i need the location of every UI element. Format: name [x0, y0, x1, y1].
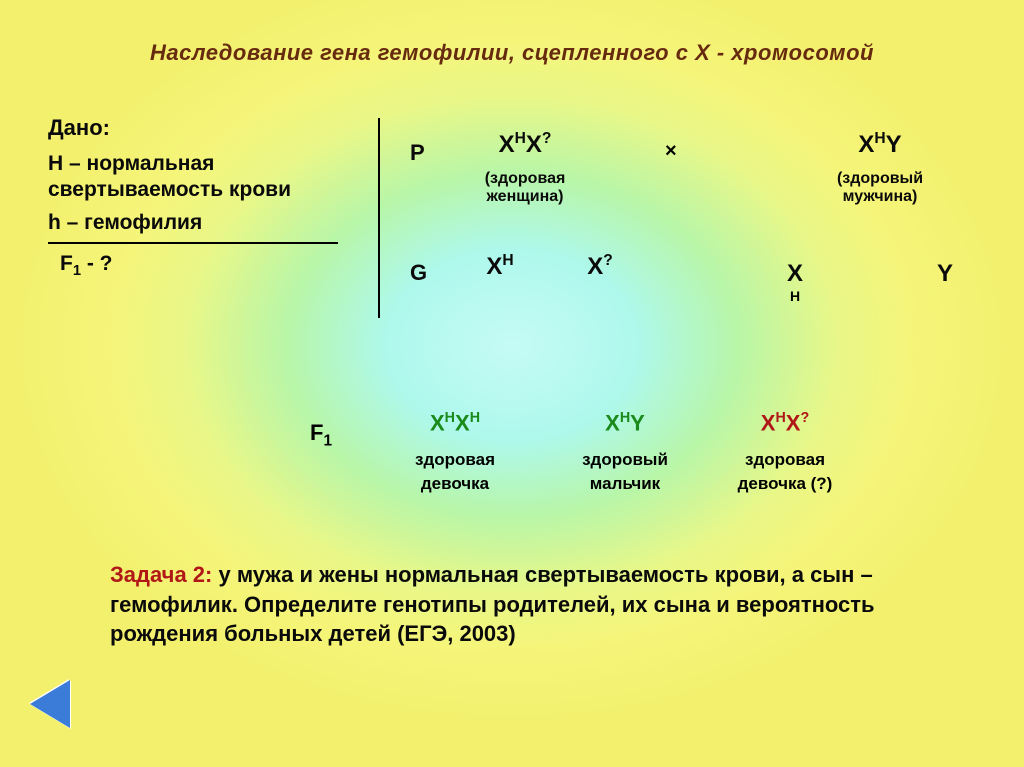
gamete-father-2: Y: [930, 260, 960, 288]
given-divider: [48, 242, 338, 244]
offspring-3-desc: здоровая девочка (?): [710, 448, 860, 496]
allele-H: H – нормальная свертываемость крови: [48, 151, 378, 204]
mother-genotype: XHX?: [470, 130, 580, 159]
gamete-father-1-sub: H: [790, 288, 800, 304]
prev-arrow-icon[interactable]: [30, 680, 70, 728]
allele-h: h – гемофилия: [48, 210, 378, 236]
offspring-1-genotype: XHXH: [380, 410, 530, 436]
mother-desc: (здоровая женщина): [460, 170, 590, 206]
slide-title: Наследование гена гемофилии, сцепленного…: [0, 40, 1024, 66]
father-genotype: XHY: [830, 130, 930, 159]
gamete-mother-1: XH: [470, 252, 530, 281]
task-label: Задача 2:: [110, 562, 212, 587]
offspring-1-desc: здоровая девочка: [380, 448, 530, 496]
f1-label: F1: [310, 420, 332, 450]
offspring-3-genotype: XHX?: [710, 410, 860, 436]
father-desc: (здоровый мужчина): [820, 170, 940, 206]
slide: Наследование гена гемофилии, сцепленного…: [0, 0, 1024, 767]
offspring-1: XHXH здоровая девочка: [380, 410, 530, 496]
offspring-3: XHX? здоровая девочка (?): [710, 410, 860, 496]
given-header: Дано:: [48, 115, 378, 141]
given-question: F1 - ?: [60, 252, 378, 279]
gamete-mother-2: X?: [570, 252, 630, 281]
task-text: Задача 2: у мужа и жены нормальная сверт…: [110, 560, 930, 649]
given-block: Дано: H – нормальная свертываемость кров…: [48, 115, 378, 279]
vertical-divider: [378, 118, 380, 318]
p-label: P: [410, 140, 425, 166]
task-body: у мужа и жены нормальная свертываемость …: [110, 562, 875, 646]
cross-times: ×: [665, 140, 677, 163]
gamete-father-1: X: [780, 260, 810, 288]
g-label: G: [410, 260, 427, 286]
offspring-2-genotype: XHY: [550, 410, 700, 436]
offspring-2: XHY здоровый мальчик: [550, 410, 700, 496]
offspring-2-desc: здоровый мальчик: [550, 448, 700, 496]
